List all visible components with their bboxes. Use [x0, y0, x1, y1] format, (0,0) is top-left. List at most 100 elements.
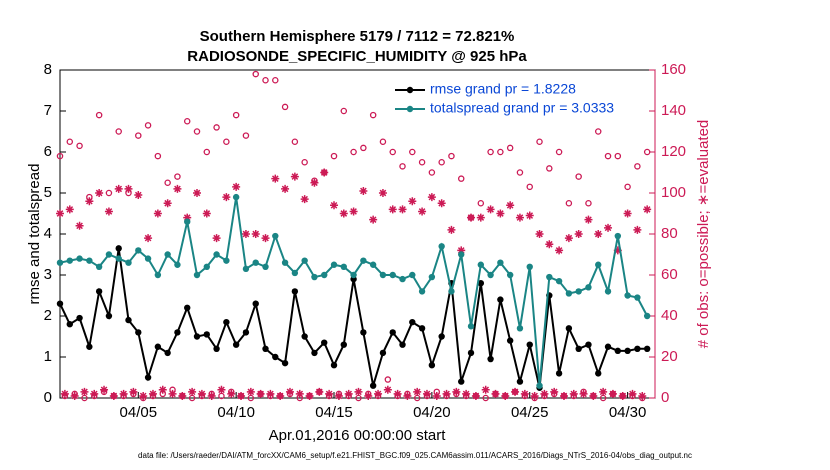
series-point — [184, 218, 191, 225]
possible-marker — [516, 169, 524, 176]
y-tick-label: 0 — [44, 389, 52, 406]
evaluated-marker — [80, 387, 89, 396]
possible-marker — [340, 107, 348, 115]
evaluated-marker — [398, 205, 407, 214]
series-point — [330, 362, 338, 369]
evaluated-marker — [604, 223, 613, 232]
series-point — [232, 341, 240, 348]
evaluated-marker — [129, 387, 138, 396]
series-point — [321, 271, 328, 279]
series-point — [203, 331, 210, 338]
evaluated-marker — [85, 197, 94, 206]
evaluated-marker — [56, 209, 64, 218]
series-point — [115, 255, 122, 262]
evaluated-marker — [344, 389, 353, 398]
series-point — [379, 271, 387, 279]
possible-marker — [262, 77, 269, 84]
series-point — [428, 362, 436, 369]
possible-marker — [384, 376, 392, 383]
y-tick-label: 2 — [44, 307, 52, 324]
evaluated-marker — [246, 387, 255, 396]
evaluated-marker — [369, 215, 378, 224]
evaluated-marker — [457, 246, 466, 255]
evaluated-marker — [261, 234, 270, 243]
evaluated-marker — [119, 389, 128, 398]
series-point — [614, 232, 622, 240]
series-point — [311, 349, 318, 357]
series-point — [252, 300, 259, 307]
y2-tick-label: 40 — [661, 307, 678, 324]
evaluated-marker — [70, 391, 79, 400]
series-point — [242, 329, 250, 336]
possible-marker — [76, 142, 83, 150]
series-point — [516, 378, 524, 385]
evaluated-marker — [300, 195, 309, 204]
evaluated-marker — [520, 389, 529, 398]
series-point — [213, 251, 220, 258]
evaluated-marker — [574, 230, 583, 238]
series-point — [76, 255, 83, 262]
series-point — [369, 261, 377, 268]
evaluated-marker — [95, 189, 104, 197]
x-tick-label: 04/30 — [609, 404, 647, 421]
evaluated-marker — [290, 172, 299, 181]
series-point — [135, 247, 142, 254]
series-point — [301, 333, 308, 340]
possible-marker — [634, 163, 641, 170]
evaluated-marker — [535, 230, 544, 238]
series-point — [242, 265, 250, 273]
evaluated-marker — [643, 205, 652, 214]
y-tick-label: 7 — [44, 102, 52, 119]
possible-marker — [409, 148, 416, 156]
series-point — [418, 288, 426, 295]
series-point — [340, 341, 347, 348]
series-point — [164, 251, 171, 258]
possible-marker — [154, 152, 162, 160]
evaluated-marker — [100, 385, 109, 394]
y-tick-label: 5 — [44, 184, 52, 201]
series-point — [604, 343, 612, 350]
evaluated-marker — [124, 184, 133, 193]
series-point — [203, 263, 210, 270]
series-point — [555, 370, 563, 377]
evaluated-marker — [471, 391, 480, 400]
evaluated-marker — [555, 246, 564, 255]
series-point — [477, 261, 485, 268]
y2-tick-label: 100 — [661, 184, 686, 201]
evaluated-marker — [222, 193, 231, 202]
y2-tick-label: 0 — [661, 389, 669, 406]
legend-marker — [406, 105, 414, 113]
series-point — [526, 341, 533, 348]
possible-marker — [330, 152, 338, 160]
possible-marker — [594, 128, 602, 135]
possible-marker — [223, 138, 230, 145]
possible-marker — [477, 199, 485, 207]
possible-marker — [428, 169, 436, 176]
evaluated-marker — [413, 387, 422, 396]
series-point — [105, 312, 113, 320]
series-line — [59, 196, 649, 386]
evaluated-marker — [613, 246, 622, 255]
series-point — [66, 321, 73, 328]
evaluated-marker — [462, 389, 471, 398]
series-point — [418, 325, 426, 332]
evaluated-marker — [276, 391, 285, 400]
possible-marker — [457, 175, 465, 182]
possible-marker — [174, 173, 181, 180]
series-point — [154, 343, 162, 350]
evaluated-marker — [525, 211, 534, 220]
series-point — [164, 349, 171, 357]
possible-marker — [448, 152, 455, 160]
series-point — [458, 378, 465, 385]
possible-marker — [242, 132, 250, 139]
y-tick-label: 6 — [44, 143, 52, 160]
evaluated-marker — [378, 189, 387, 197]
possible-marker — [575, 173, 582, 180]
y-tick-label: 3 — [44, 266, 52, 283]
series-point — [399, 275, 406, 283]
x-tick-label: 04/15 — [315, 404, 353, 421]
evaluated-marker — [594, 230, 603, 238]
series-point — [262, 345, 269, 352]
possible-marker — [66, 138, 74, 145]
evaluated-marker — [251, 230, 260, 238]
